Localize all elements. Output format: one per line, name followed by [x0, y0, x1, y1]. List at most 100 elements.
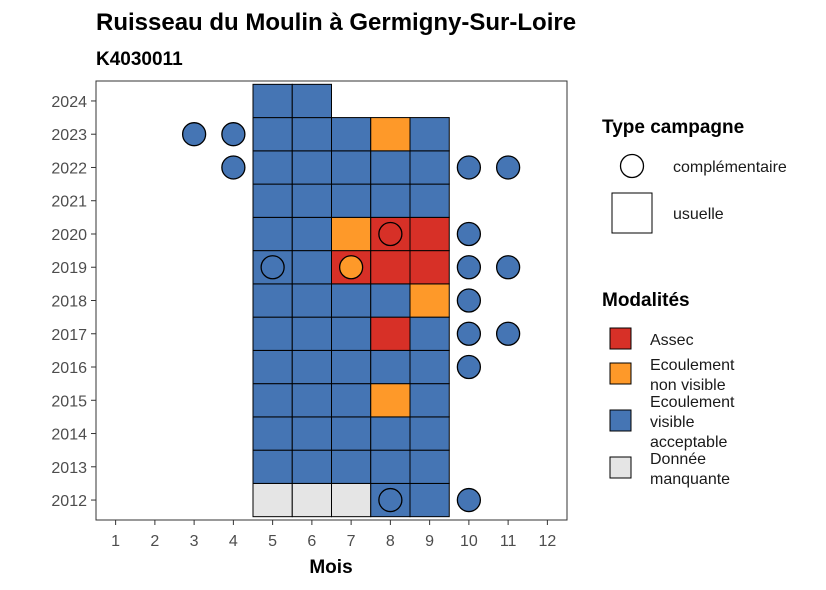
point-2017-11 [495, 321, 521, 346]
axes: 1 2 3 4 5 6 7 8 9 10 11 122012201320142015201620172… [51, 80, 568, 550]
legend-label-complementaire: complémentaire [673, 159, 787, 176]
legend-key-complementaire [619, 153, 645, 179]
legend-label-ecoulement_visible: visible [650, 414, 695, 431]
x-tick-label: 7 [347, 533, 356, 550]
tile-2016-7 [331, 349, 372, 385]
legend-key-donnee_manquante [609, 456, 632, 479]
tile-2024-6 [291, 83, 332, 119]
x-tick-label: 12 [538, 533, 556, 550]
point-2019-5 [260, 255, 285, 280]
point-2018-10 [456, 288, 482, 313]
point-2012-8 [378, 487, 403, 513]
tile-2020-6 [291, 216, 332, 252]
y-tick-label: 2015 [51, 393, 87, 410]
legend-label-ecoulement_visible: Ecoulement [650, 394, 735, 411]
x-tick-label: 10 [460, 533, 478, 550]
tile-2015-5 [252, 383, 293, 418]
legend-key-assec [609, 327, 632, 350]
x-axis-title: Mois [309, 557, 352, 578]
tile-2015-9 [409, 383, 450, 418]
point-2023-3 [181, 122, 207, 147]
x-tick-label: 1 [111, 533, 120, 550]
tile-2023-9 [409, 117, 450, 152]
legend-label-assec: Assec [650, 332, 694, 349]
tile-2022-5 [252, 150, 293, 185]
tile-2018-5 [252, 283, 293, 318]
point-2012-10 [456, 487, 482, 513]
legend-label-donnee_manquante: manquante [650, 471, 730, 488]
tile-2014-5 [252, 416, 293, 451]
legend-label-donnee_manquante: Donnée [650, 451, 706, 468]
tile-2018-7 [331, 283, 372, 318]
plot-area [181, 83, 521, 518]
point-2020-10 [456, 221, 482, 247]
tile-2019-6 [291, 250, 332, 285]
legend-title-modalites: Modalités [602, 290, 690, 311]
tile-2017-9 [409, 316, 450, 351]
y-tick-label: 2016 [51, 360, 87, 377]
point-2022-11 [495, 155, 521, 180]
point-2019-7 [338, 255, 364, 280]
x-tick-label: 3 [190, 533, 199, 550]
tile-2022-9 [409, 150, 450, 185]
x-tick-label: 8 [386, 533, 395, 550]
tile-2018-9 [409, 283, 450, 318]
y-tick-label: 2018 [51, 294, 87, 311]
tile-2022-8 [370, 150, 411, 185]
tile-2019-8 [370, 250, 411, 285]
tile-2023-5 [252, 117, 293, 152]
point-2016-10 [456, 354, 482, 380]
point-2017-10 [456, 321, 482, 346]
y-tick-label: 2021 [51, 194, 87, 211]
tile-2017-8 [370, 316, 411, 351]
point-2022-10 [456, 155, 482, 180]
tile-2015-6 [291, 383, 332, 418]
tile-2012-6 [291, 482, 332, 518]
point-2019-10 [456, 255, 482, 280]
tile-2017-5 [252, 316, 293, 351]
legend-type-campagne: Type campagne complémentaire usuelle [602, 117, 787, 234]
y-tick-label: 2013 [51, 460, 87, 477]
tile-2020-7 [331, 216, 372, 252]
legend-key-ecoulement_non_visible [609, 362, 632, 385]
tile-2016-8 [370, 349, 411, 385]
point-2023-4 [221, 122, 246, 147]
tile-2017-6 [291, 316, 332, 351]
tile-2015-8 [370, 383, 411, 418]
tile-2012-5 [252, 482, 293, 518]
tile-2013-7 [331, 449, 372, 484]
tile-2021-8 [370, 183, 411, 218]
y-tick-label: 2024 [51, 94, 87, 111]
legend-key-ecoulement_visible [609, 409, 632, 432]
tile-2013-5 [252, 449, 293, 484]
chart-subtitle: K4030011 [96, 49, 183, 70]
tile-2014-6 [291, 416, 332, 451]
tile-2020-5 [252, 216, 293, 252]
legend-label-usuelle: usuelle [673, 206, 724, 223]
tile-2023-8 [370, 117, 411, 152]
legend-label-ecoulement_visible: acceptable [650, 434, 727, 451]
x-tick-label: 4 [229, 533, 238, 550]
tile-2022-6 [291, 150, 332, 185]
tile-2012-7 [331, 482, 372, 518]
chart-title: Ruisseau du Moulin à Germigny-Sur-Loire [96, 9, 576, 36]
y-tick-label: 2019 [51, 260, 87, 277]
tile-2013-9 [409, 449, 450, 484]
tile-2016-5 [252, 349, 293, 385]
tile-2014-8 [370, 416, 411, 451]
tile-2021-5 [252, 183, 293, 218]
y-tick-label: 2023 [51, 127, 87, 144]
tile-2023-7 [331, 117, 372, 152]
y-tick-label: 2022 [51, 160, 87, 177]
tile-2015-7 [331, 383, 372, 418]
tile-2016-6 [291, 349, 332, 385]
tile-2022-7 [331, 150, 372, 185]
tile-2017-7 [331, 316, 372, 351]
legend-title-type-campagne: Type campagne [602, 117, 744, 138]
point-2020-8 [378, 221, 403, 247]
tile-2020-9 [409, 216, 450, 252]
tile-2012-9 [409, 482, 450, 518]
tile-2021-7 [331, 183, 372, 218]
legend-label-ecoulement_non_visible: Ecoulement [650, 357, 735, 374]
